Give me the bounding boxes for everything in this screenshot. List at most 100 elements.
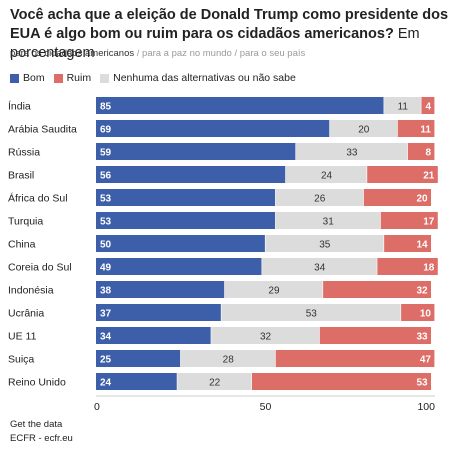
category-label-turquia: Turquia — [8, 216, 43, 228]
value-label-coreia-do-sul-bom: 49 — [100, 263, 112, 274]
value-label-indonesia-ruim: 32 — [416, 286, 428, 297]
value-label-turquia-bom: 53 — [100, 217, 112, 228]
bar-turquia-nenhuma — [275, 212, 381, 229]
category-label-china: China — [8, 239, 36, 251]
bar-china-ruim — [384, 235, 432, 252]
bar-arabia-saudita-nenhuma — [329, 120, 398, 137]
bar-brasil-ruim — [367, 166, 438, 183]
legend-swatch-bom — [10, 73, 19, 83]
value-label-coreia-do-sul-ruim: 18 — [423, 263, 435, 274]
bar-india-ruim — [421, 97, 435, 114]
legend-item-nenhuma: Nenhuma das alternativas ou não sabe — [100, 72, 296, 84]
bar-arabia-saudita-bom — [96, 120, 330, 137]
value-label-reino-unido-nenhuma: 22 — [209, 378, 221, 389]
legend-label-nenhuma: Nenhuma das alternativas ou não sabe — [113, 72, 296, 84]
value-label-brasil-bom: 56 — [100, 171, 112, 182]
value-label-suica-nenhuma: 28 — [223, 355, 235, 366]
category-label-reino-unido: Reino Unido — [8, 377, 66, 389]
legend: Bom Ruim Nenhuma das alternativas ou não… — [10, 72, 296, 84]
value-label-coreia-do-sul-nenhuma: 34 — [314, 263, 326, 274]
value-label-arabia-saudita-nenhuma: 20 — [358, 125, 370, 136]
bar-brasil-bom — [96, 166, 286, 183]
bar-russia-bom — [96, 143, 296, 160]
value-label-ue-11-nenhuma: 32 — [260, 332, 272, 343]
value-label-suica-bom: 25 — [100, 355, 112, 366]
bar-ue-11-bom — [96, 327, 211, 344]
title-text: Você acha que a eleição de Donald Trump … — [10, 7, 449, 42]
tab-seu-pais[interactable]: para o seu país — [239, 48, 306, 59]
bar-ucrania-bom — [96, 304, 221, 321]
bar-reino-unido-nenhuma — [177, 373, 252, 390]
bar-india-bom — [96, 97, 384, 114]
chart-title: Você acha que a eleição de Donald Trump … — [10, 6, 456, 63]
bar-turquia-ruim — [380, 212, 438, 229]
value-label-china-bom: 50 — [100, 240, 112, 251]
source-credit: ECFR - ecfr.eu — [10, 433, 73, 444]
category-label-russia: Rússia — [8, 147, 40, 159]
bar-ue-11-nenhuma — [211, 327, 320, 344]
category-label-africa-do-sul: África do Sul — [8, 192, 68, 205]
value-label-indonesia-bom: 38 — [100, 286, 112, 297]
category-label-ue-11: UE 11 — [8, 331, 37, 343]
bar-ue-11-ruim — [319, 327, 432, 344]
value-label-brasil-ruim: 21 — [423, 171, 435, 182]
legend-item-bom: Bom — [10, 72, 45, 84]
bar-indonesia-bom — [96, 281, 225, 298]
footer: Get the data ECFR - ecfr.eu — [10, 418, 73, 446]
bar-indonesia-ruim — [323, 281, 432, 298]
bar-russia-nenhuma — [296, 143, 408, 160]
bar-ucrania-nenhuma — [221, 304, 401, 321]
value-label-russia-ruim: 8 — [425, 148, 431, 159]
value-label-reino-unido-bom: 24 — [100, 378, 112, 389]
bar-china-nenhuma — [265, 235, 384, 252]
tab-paz-no-mundo[interactable]: para a paz no mundo — [142, 48, 232, 59]
bar-arabia-saudita-ruim — [397, 120, 435, 137]
value-label-russia-bom: 59 — [100, 148, 112, 159]
value-label-ucrania-ruim: 10 — [420, 309, 432, 320]
x-tick-label-100: 100 — [417, 401, 435, 413]
value-label-indonesia-nenhuma: 29 — [268, 286, 280, 297]
legend-item-ruim: Ruim — [53, 72, 92, 84]
value-label-turquia-nenhuma: 31 — [323, 217, 335, 228]
bar-africa-do-sul-nenhuma — [275, 189, 364, 206]
value-label-ucrania-bom: 37 — [100, 309, 112, 320]
bar-suica-ruim — [275, 350, 435, 367]
value-label-suica-ruim: 47 — [420, 355, 432, 366]
title-unit: Em porcentagem — [10, 26, 420, 61]
value-label-africa-do-sul-ruim: 20 — [416, 194, 428, 205]
x-tick-label-50: 50 — [260, 401, 272, 413]
value-label-arabia-saudita-ruim: 11 — [420, 125, 431, 136]
tab-cidadaos-americanos[interactable]: para os cidadãos americanos — [10, 48, 135, 59]
value-label-russia-nenhuma: 33 — [346, 148, 358, 159]
value-label-ucrania-nenhuma: 53 — [306, 309, 318, 320]
value-label-india-bom: 85 — [100, 102, 112, 113]
x-tick-label-0: 0 — [94, 401, 100, 413]
bar-reino-unido-ruim — [251, 373, 432, 390]
category-label-ucrania: Ucrânia — [8, 308, 44, 320]
category-label-india: Índia — [8, 100, 31, 113]
value-label-brasil-nenhuma: 24 — [321, 171, 333, 182]
bar-indonesia-nenhuma — [224, 281, 323, 298]
bar-reino-unido-bom — [96, 373, 177, 390]
bar-africa-do-sul-bom — [96, 189, 276, 206]
value-label-africa-do-sul-nenhuma: 26 — [314, 194, 326, 205]
value-label-turquia-ruim: 17 — [423, 217, 435, 228]
tab-separator: / — [234, 48, 238, 59]
bar-ucrania-ruim — [401, 304, 435, 321]
value-label-africa-do-sul-bom: 53 — [100, 194, 112, 205]
bar-brasil-nenhuma — [285, 166, 367, 183]
bar-coreia-do-sul-bom — [96, 258, 262, 275]
category-label-indonesia: Indonésia — [8, 285, 54, 297]
get-data-link[interactable]: Get the data — [10, 419, 63, 430]
bar-india-nenhuma — [384, 97, 421, 114]
tab-separator: / — [136, 48, 140, 59]
legend-label-ruim: Ruim — [66, 72, 92, 84]
view-tabs: para os cidadãos americanos / para a paz… — [10, 48, 305, 59]
bar-china-bom — [96, 235, 265, 252]
legend-swatch-ruim — [53, 73, 63, 83]
value-label-ue-11-bom: 34 — [100, 332, 112, 343]
bar-africa-do-sul-ruim — [363, 189, 432, 206]
legend-label-bom: Bom — [23, 72, 45, 84]
bar-suica-nenhuma — [180, 350, 276, 367]
